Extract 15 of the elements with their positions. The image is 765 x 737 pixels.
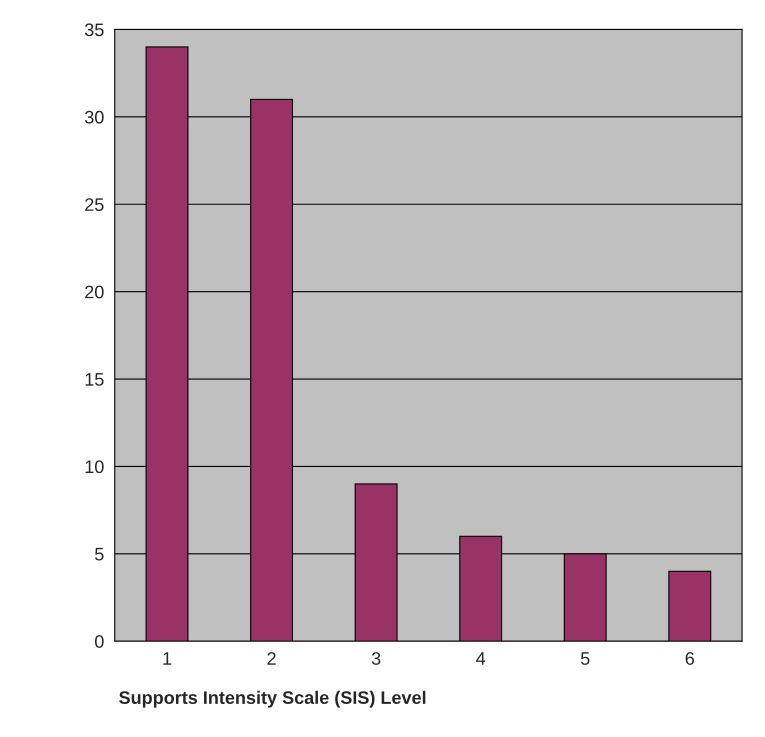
y-tick-label: 15	[86, 373, 104, 386]
y-tick-label: 30	[84, 110, 104, 124]
y-tick-label: 35	[84, 23, 104, 36]
y-tick-label: 10	[86, 460, 104, 474]
x-tick-label: 1	[163, 652, 172, 665]
x-tick-label: 3	[372, 652, 380, 665]
x-axis-title: Supports Intensity Scale (SIS) Level	[119, 690, 426, 708]
y-tick-label: 20	[85, 286, 104, 298]
x-tick-label: 6	[686, 652, 694, 665]
y-tick-label: 0	[95, 635, 104, 648]
x-tick-label: 5	[580, 652, 590, 665]
y-tick-label: 5	[95, 548, 104, 561]
y-tick-label: 25	[85, 198, 104, 211]
x-tick-label: 4	[476, 652, 486, 665]
x-tick-label: 2	[267, 652, 276, 665]
